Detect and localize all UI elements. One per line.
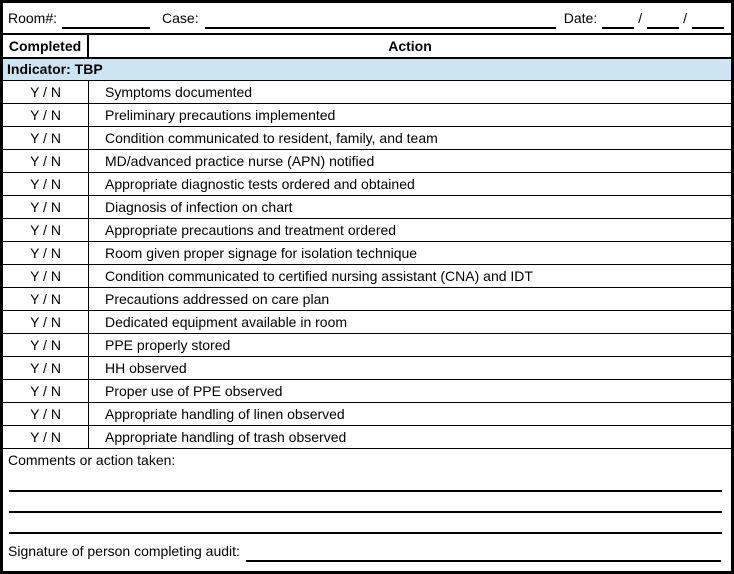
yn-choice-cell[interactable]: Y / N [3, 219, 89, 241]
yn-choice-cell[interactable]: Y / N [3, 127, 89, 149]
yn-choice-cell[interactable]: Y / N [3, 380, 89, 402]
checklist-rows: Y / N Symptoms documented Y / N Prelimin… [3, 81, 731, 449]
table-row: Y / N Proper use of PPE observed [3, 380, 731, 403]
action-cell: Condition communicated to resident, fami… [105, 130, 438, 146]
action-cell: HH observed [105, 360, 187, 376]
yn-choice-cell[interactable]: Y / N [3, 81, 89, 103]
action-cell: Precautions addressed on care plan [105, 291, 330, 307]
yn-choice-cell[interactable]: Y / N [3, 150, 89, 172]
table-row: Y / N Dedicated equipment available in r… [3, 311, 731, 334]
yn-choice-cell[interactable]: Y / N [3, 242, 89, 264]
table-row: Y / N PPE properly stored [3, 334, 731, 357]
action-cell: Preliminary precautions implemented [105, 107, 336, 123]
action-cell: Diagnosis of infection on chart [105, 199, 293, 215]
action-cell: Condition communicated to certified nurs… [105, 268, 533, 284]
action-cell: Appropriate handling of trash observed [105, 429, 347, 445]
yn-choice-cell[interactable]: Y / N [3, 357, 89, 379]
signature-label: Signature of person completing audit: [8, 543, 240, 559]
comments-input-line[interactable] [9, 492, 722, 513]
comments-label: Comments or action taken: [8, 452, 176, 468]
date-month-input-line[interactable] [602, 14, 635, 29]
table-row: Y / N MD/advanced practice nurse (APN) n… [3, 150, 731, 173]
case-label: Case: [162, 10, 199, 26]
table-row: Y / N HH observed [3, 357, 731, 380]
action-cell: Appropriate diagnostic tests ordered and… [105, 176, 415, 192]
action-cell: Dedicated equipment available in room [105, 314, 348, 330]
yn-choice-cell[interactable]: Y / N [3, 173, 89, 195]
action-cell: Appropriate precautions and treatment or… [105, 222, 397, 238]
action-cell: Symptoms documented [105, 84, 253, 100]
comments-section: Comments or action taken: Signature of p… [3, 449, 731, 571]
table-row: Y / N Appropriate diagnostic tests order… [3, 173, 731, 196]
table-row: Y / N Appropriate handling of linen obse… [3, 403, 731, 426]
action-cell: PPE properly stored [105, 337, 231, 353]
date-label: Date: [563, 10, 598, 26]
action-column-header: Action [388, 38, 432, 54]
yn-choice-cell[interactable]: Y / N [3, 104, 89, 126]
yn-choice-cell[interactable]: Y / N [3, 426, 89, 448]
table-row: Y / N Diagnosis of infection on chart [3, 196, 731, 219]
date-separator: / [638, 10, 643, 26]
comments-input-line[interactable] [9, 471, 722, 492]
table-header: Completed Action [3, 35, 731, 59]
yn-choice-cell[interactable]: Y / N [3, 196, 89, 218]
yn-choice-cell[interactable]: Y / N [3, 334, 89, 356]
room-input-line[interactable] [62, 14, 151, 29]
yn-choice-cell[interactable]: Y / N [3, 265, 89, 287]
action-cell: Room given proper signage for isolation … [105, 245, 418, 261]
case-input-line[interactable] [204, 14, 556, 29]
completed-column-header: Completed [3, 35, 89, 57]
action-cell: Proper use of PPE observed [105, 383, 283, 399]
table-row: Y / N Room given proper signage for isol… [3, 242, 731, 265]
date-separator: / [683, 10, 687, 26]
table-row: Y / N Preliminary precautions implemente… [3, 104, 731, 127]
yn-choice-cell[interactable]: Y / N [3, 311, 89, 333]
signature-input-line[interactable] [245, 547, 721, 562]
room-label: Room#: [8, 10, 58, 26]
action-cell: Appropriate handling of linen observed [105, 406, 345, 422]
table-row: Y / N Condition communicated to resident… [3, 127, 731, 150]
indicator-banner: Indicator: TBP [3, 59, 731, 81]
comments-input-line[interactable] [9, 513, 722, 534]
form-header-row: Room#: Case: Date: / / [3, 3, 731, 35]
table-row: Y / N Precautions addressed on care plan [3, 288, 731, 311]
date-year-input-line[interactable] [692, 14, 724, 29]
table-row: Y / N Symptoms documented [3, 81, 731, 104]
table-row: Y / N Condition communicated to certifie… [3, 265, 731, 288]
date-day-input-line[interactable] [647, 14, 680, 29]
table-row: Y / N Appropriate handling of trash obse… [3, 426, 731, 449]
table-row: Y / N Appropriate precautions and treatm… [3, 219, 731, 242]
action-cell: MD/advanced practice nurse (APN) notifie… [105, 153, 375, 169]
yn-choice-cell[interactable]: Y / N [3, 403, 89, 425]
yn-choice-cell[interactable]: Y / N [3, 288, 89, 310]
